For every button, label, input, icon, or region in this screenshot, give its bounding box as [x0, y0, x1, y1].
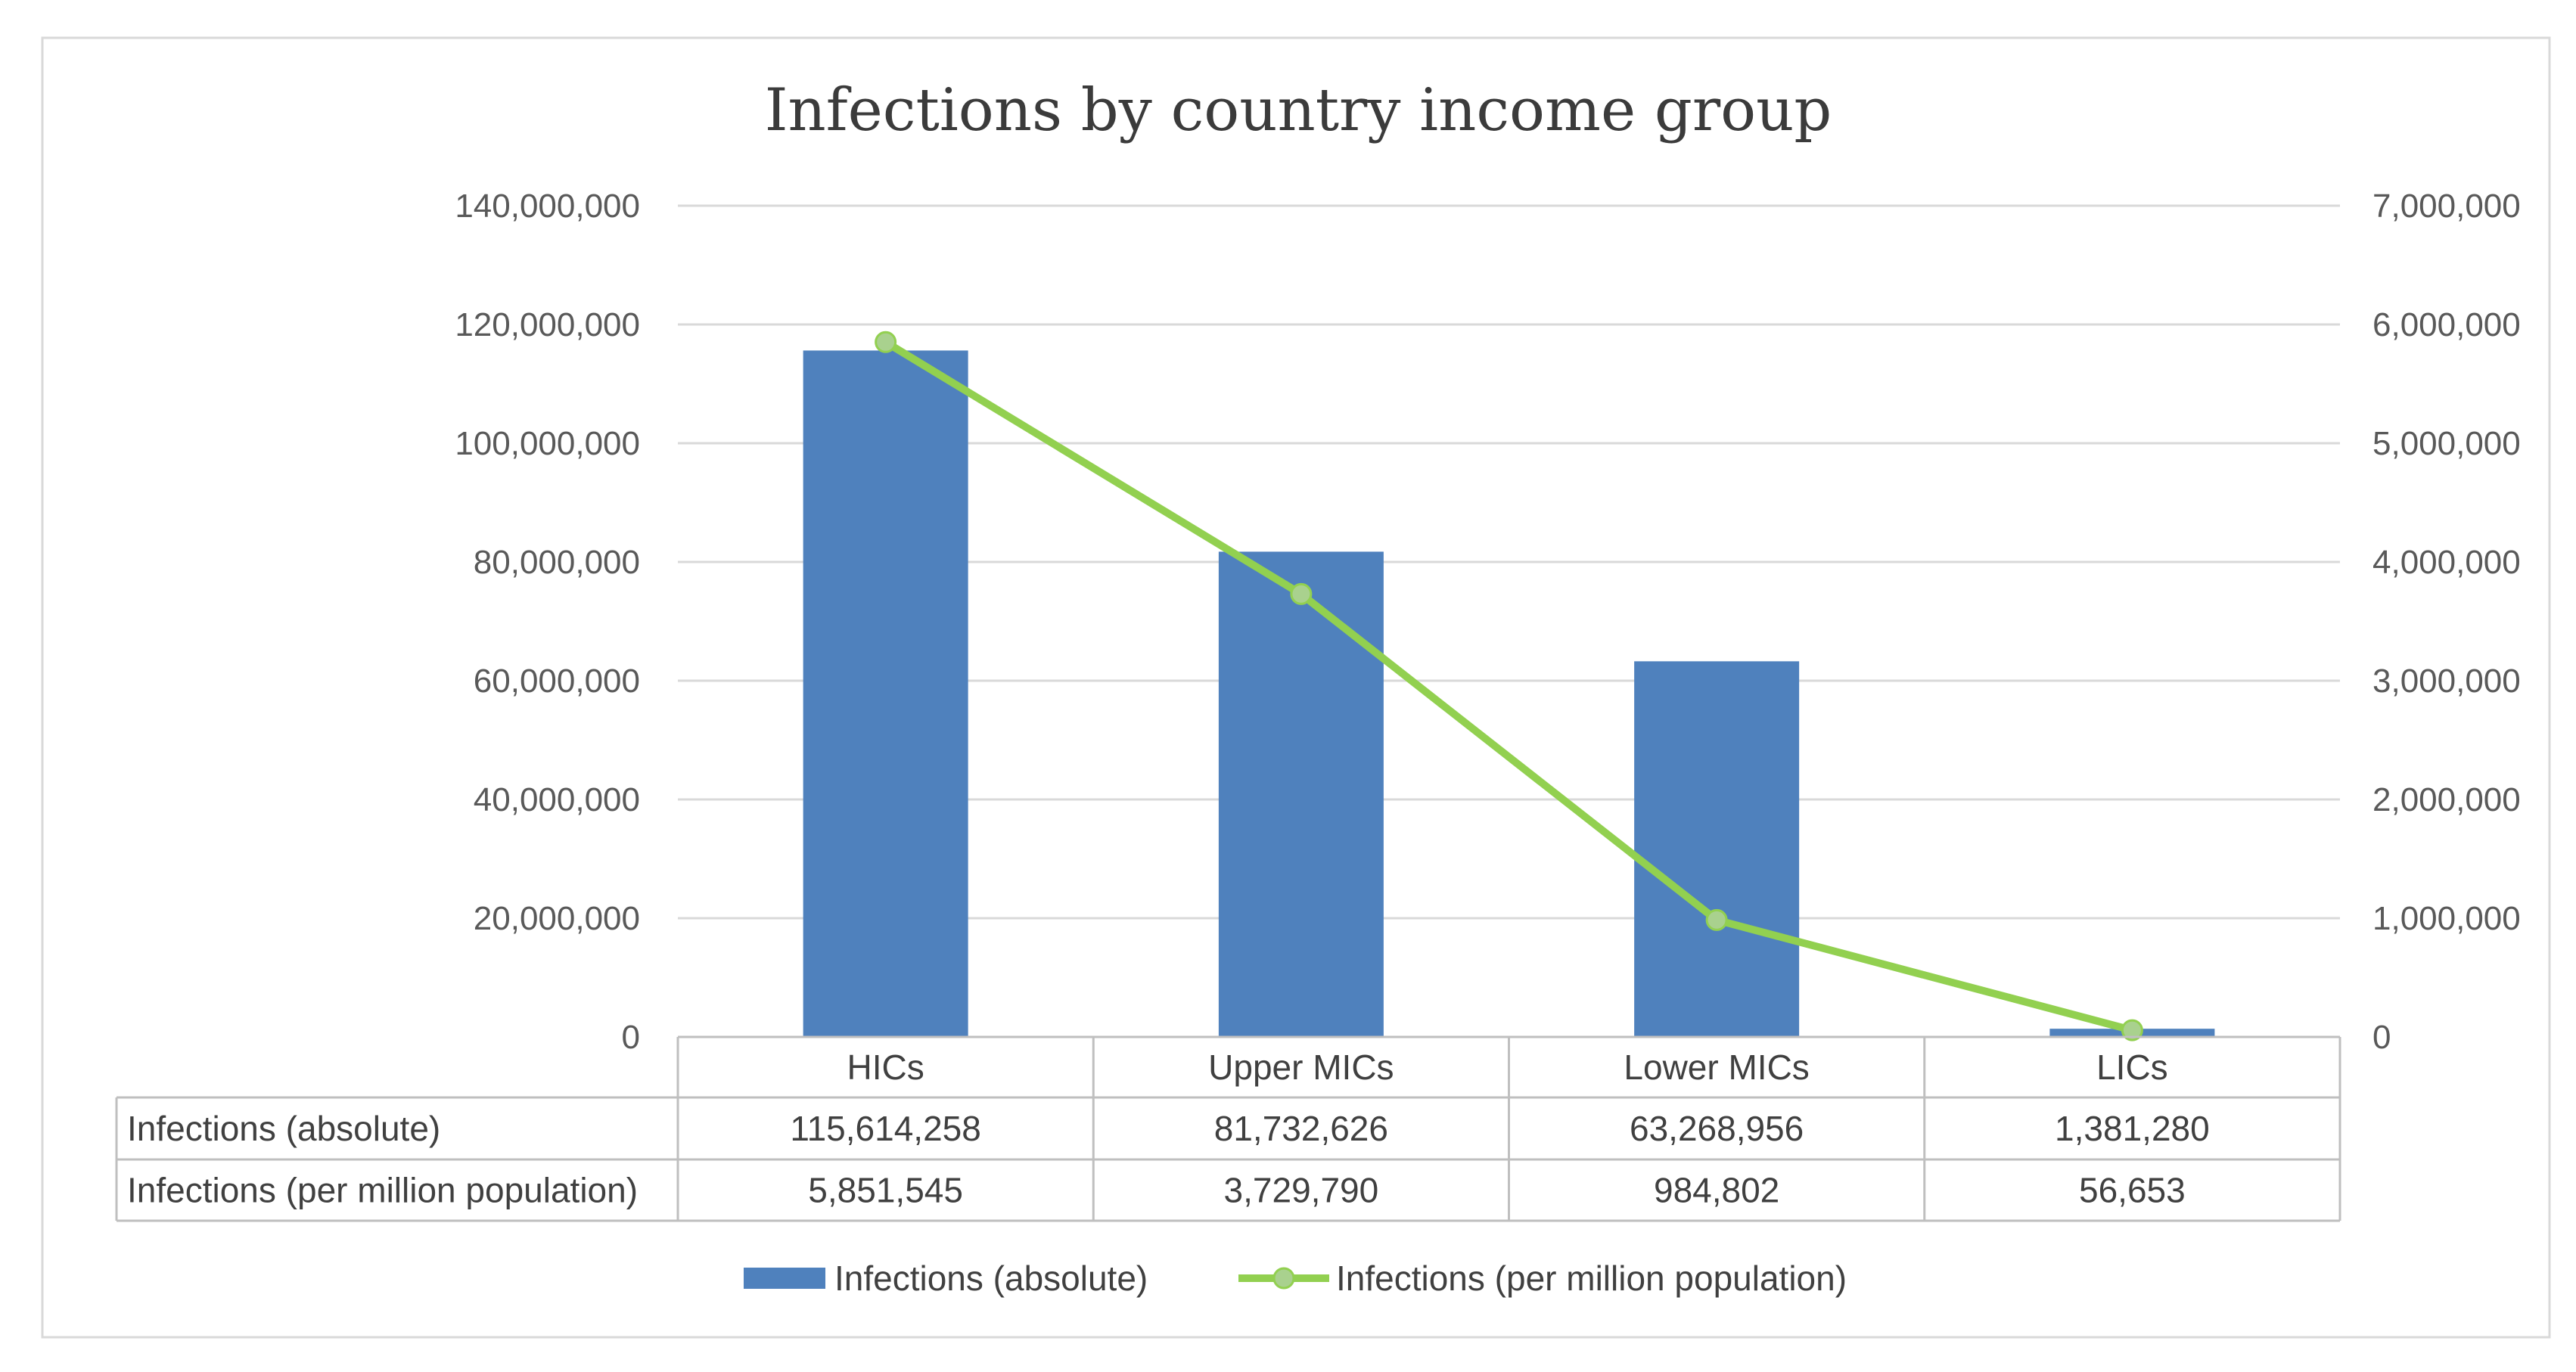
- line-point-hics: [875, 331, 897, 353]
- table-row-label: Infections (per million population): [127, 1171, 638, 1210]
- legend: Infections (absolute) Infections (per mil…: [744, 1259, 1847, 1298]
- table-row-label: Infections (absolute): [127, 1109, 440, 1148]
- y-left-tick-label: 60,000,000: [474, 663, 640, 700]
- bar-upper-mics: [1218, 551, 1384, 1037]
- x-tick-label-lower-mics: Lower MICs: [1624, 1048, 1809, 1087]
- table-cell-upper-mics: 81,732,626: [1214, 1109, 1388, 1148]
- table-cell-lics: 56,653: [2079, 1171, 2186, 1210]
- line-point-lics: [2121, 1019, 2143, 1041]
- bar-hics: [803, 350, 968, 1037]
- table-cell-hics: 115,614,258: [790, 1109, 980, 1148]
- legend-swatch-bar: [744, 1268, 825, 1289]
- legend-label-bar: Infections (absolute): [834, 1259, 1148, 1298]
- x-tick-label-lics: LICs: [2096, 1048, 2168, 1087]
- y-right-tick-label: 3,000,000: [2372, 663, 2521, 700]
- y-left-tick-label: 80,000,000: [474, 544, 640, 581]
- y-left-tick-label: 140,000,000: [455, 188, 640, 225]
- table-cell-upper-mics: 3,729,790: [1224, 1171, 1379, 1210]
- y-right-tick-label: 2,000,000: [2372, 781, 2521, 818]
- y-left-tick-label: 40,000,000: [474, 781, 640, 818]
- y-tick-labels: 0 0 20,000,000 1,000,000 40,000,000 2,000,000…: [455, 188, 2520, 1056]
- y-left-tick-label: 100,000,000: [455, 425, 640, 462]
- table-cell-lower-mics: 984,802: [1654, 1171, 1779, 1210]
- x-tick-label-upper-mics: Upper MICs: [1208, 1048, 1394, 1087]
- x-tick-label-hics: HICs: [847, 1048, 924, 1087]
- y-right-tick-label: 4,000,000: [2372, 544, 2521, 581]
- line-per-million: [884, 339, 2133, 1034]
- data-table: HICs Upper MICs Lower MICs LICs Infections (…: [115, 1035, 2341, 1222]
- y-right-tick-label: 6,000,000: [2372, 306, 2521, 343]
- legend-swatch-marker: [1272, 1267, 1295, 1290]
- table-cell-hics: 5,851,545: [808, 1171, 963, 1210]
- line-point-upper-mics: [1290, 582, 1313, 605]
- table-cell-lics: 1,381,280: [2055, 1109, 2210, 1148]
- line-point-lower-mics: [1705, 908, 1728, 931]
- y-left-tick-label: 120,000,000: [455, 306, 640, 343]
- table-cell-lower-mics: 63,268,956: [1630, 1109, 1804, 1148]
- y-right-tick-label: 5,000,000: [2372, 425, 2521, 462]
- y-right-tick-label: 7,000,000: [2372, 188, 2521, 225]
- chart-title: Infections by country income group: [765, 76, 1832, 144]
- y-left-tick-label: 20,000,000: [474, 900, 640, 937]
- y-right-tick-label: 1,000,000: [2372, 900, 2521, 937]
- line-series: [875, 331, 2143, 1041]
- bar-lower-mics: [1634, 661, 1800, 1037]
- legend-label-line: Infections (per million population): [1336, 1259, 1847, 1298]
- y-left-tick-label: 0: [622, 1019, 640, 1056]
- y-right-tick-label: 0: [2372, 1019, 2391, 1056]
